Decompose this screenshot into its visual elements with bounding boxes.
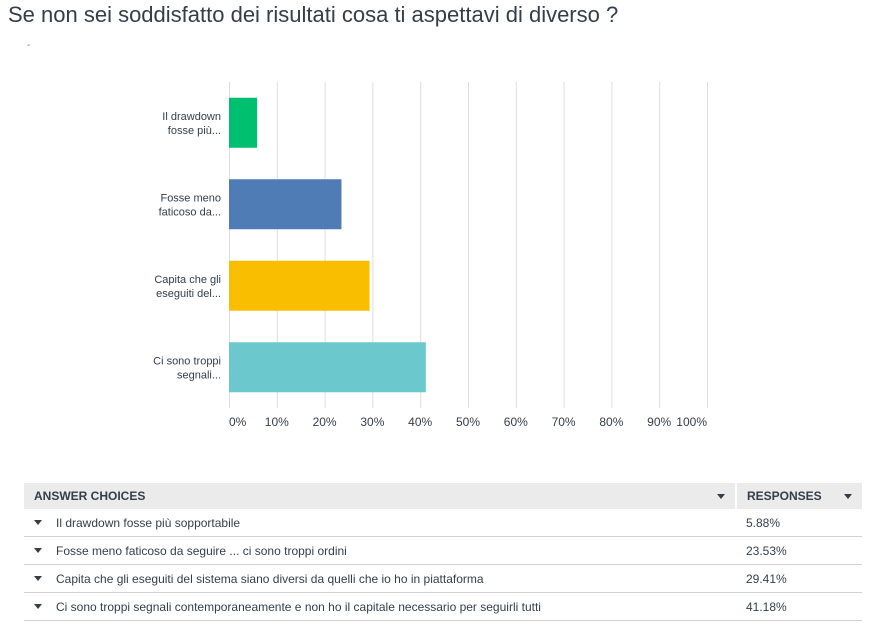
- response-percent: 29.41%: [736, 564, 862, 593]
- table-row: Ci sono troppi segnali contemporaneament…: [24, 592, 862, 621]
- category-label: Fosse meno: [160, 192, 221, 204]
- bar[interactable]: [229, 260, 370, 311]
- table-row: Capita che gli eseguiti del sistema sian…: [24, 564, 862, 593]
- answer-choice: Il drawdown fosse più sopportabile: [56, 515, 241, 530]
- x-tick-label: 90%: [647, 415, 671, 429]
- x-tick-label: 0%: [229, 415, 247, 429]
- sort-caret-icon[interactable]: [717, 493, 725, 499]
- category-label: faticoso da...: [159, 206, 221, 218]
- x-tick-label: 20%: [313, 415, 337, 429]
- category-label: Ci sono troppi: [153, 355, 221, 367]
- table-row: Il drawdown fosse più sopportabile 5.88%: [24, 509, 862, 537]
- category-label: fosse più...: [168, 125, 221, 137]
- x-tick-label: 40%: [408, 415, 432, 429]
- x-tick-label: 10%: [265, 415, 289, 429]
- bar-chart: Il drawdown fosse più... Fosse meno faticos…: [153, 82, 708, 429]
- question-title: Se non sei soddisfatto dei risultati cos…: [8, 2, 619, 27]
- x-tick-label: 60%: [504, 415, 528, 429]
- answer-choices-header[interactable]: ANSWER CHOICES: [24, 483, 736, 509]
- bar[interactable]: [229, 342, 426, 393]
- answer-choice: Fosse meno faticoso da seguire ... ci so…: [56, 543, 347, 558]
- responses-header[interactable]: RESPONSES: [735, 483, 862, 509]
- bar[interactable]: [229, 97, 258, 148]
- sort-caret-icon[interactable]: [844, 493, 852, 499]
- x-tick-label: 100%: [676, 415, 707, 429]
- responses-header-label: RESPONSES: [747, 489, 822, 503]
- expand-caret-icon[interactable]: [34, 548, 42, 554]
- x-tick-label: 30%: [360, 415, 384, 429]
- category-label: Il drawdown: [162, 111, 221, 123]
- expand-caret-icon[interactable]: [34, 576, 42, 582]
- category-label: segnali...: [177, 369, 221, 381]
- bar[interactable]: [229, 179, 342, 230]
- category-label: eseguiti del...: [156, 288, 221, 300]
- x-tick-label: 70%: [552, 415, 576, 429]
- x-tick-label: 80%: [599, 415, 623, 429]
- category-label: Capita che gli: [154, 274, 221, 286]
- table-header-row: ANSWER CHOICES RESPONSES: [24, 483, 862, 509]
- response-percent: 41.18%: [736, 592, 862, 621]
- answer-choice: Capita che gli eseguiti del sistema sian…: [56, 571, 484, 586]
- expand-caret-icon[interactable]: [34, 604, 42, 610]
- expand-caret-icon[interactable]: [34, 520, 42, 526]
- table-row: Fosse meno faticoso da seguire ... ci so…: [24, 536, 862, 565]
- answer-choice: Ci sono troppi segnali contemporaneament…: [56, 599, 541, 614]
- answers-table: ANSWER CHOICES RESPONSES Il drawdown fos…: [24, 483, 862, 621]
- response-percent: 5.88%: [736, 509, 862, 537]
- response-percent: 23.53%: [736, 536, 862, 565]
- x-tick-label: 50%: [456, 415, 480, 429]
- subtitle-mark: -: [27, 40, 31, 51]
- answer-choices-header-label: ANSWER CHOICES: [34, 489, 146, 503]
